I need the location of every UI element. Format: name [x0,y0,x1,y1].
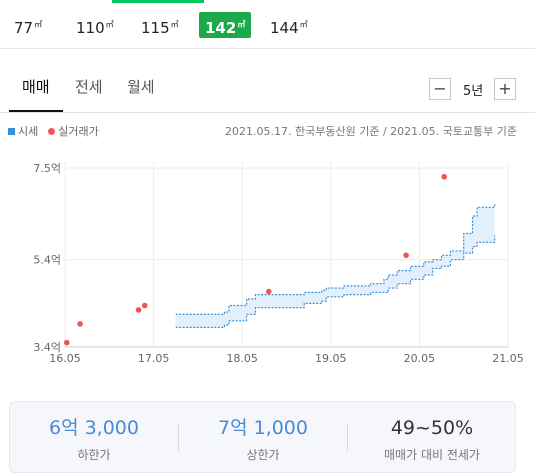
area-tab-label: 115 [141,19,170,37]
actual-deal-point [403,252,409,259]
market-price-legend-icon [8,128,15,135]
upper-price-label: 상한가 [246,448,280,462]
tab-sale[interactable]: 매매 [22,78,50,96]
jeonse-ratio-label: 매매가 대비 전세가 [384,448,480,462]
stat-divider [347,424,348,452]
jeonse-ratio-stat: 49~50% 매매가 대비 전세가 [348,416,516,463]
actual-deal-legend-icon [48,128,56,135]
x-tick-label: 16.05 [49,352,81,365]
area-tab-accent [112,0,204,3]
actual-deal-point [77,321,83,327]
market-price-lower-line [175,235,496,328]
area-tab-142[interactable]: 142㎡ [199,12,252,38]
actual-deal-points [63,173,448,346]
period-increase-button[interactable]: + [494,78,516,100]
legend-market-price: 시세 [18,125,39,138]
stat-divider [178,424,179,452]
area-tab-115[interactable]: 115㎡ [141,12,179,38]
market-price-upper-line [175,202,496,315]
price-summary-panel: 6억 3,000 하한가 7억 1,000 상한가 49~50% 매매가 대비 … [9,401,516,473]
chart-grid [64,162,509,348]
area-unit: ㎡ [299,20,308,29]
price-chart[interactable]: 16.05 17.05 18.05 19.05 20.05 21.05 3.4억 5.4억 7.… [0,150,535,375]
tab-divider [0,112,535,113]
actual-deal-point [141,302,148,309]
upper-price-value: 7억 1,000 [217,417,308,439]
market-price-band [175,202,496,328]
area-tab-144[interactable]: 144㎡ [270,12,308,38]
x-tick-label: 21.05 [492,352,524,365]
deal-tab-bar: 매매 전세 월세 [0,48,535,112]
y-tick-label: 7.5억 [33,162,61,175]
area-tab-77[interactable]: 77㎡ [14,12,42,38]
lower-price-label: 하한가 [77,448,111,462]
area-tab-110[interactable]: 110㎡ [76,12,114,38]
area-tab-label: 110 [76,19,105,37]
actual-deal-point [441,173,448,180]
area-unit: ㎡ [34,20,43,29]
period-label: 5년 [463,84,484,99]
area-unit: ㎡ [237,20,246,29]
lower-price-stat: 6억 3,000 하한가 [10,416,178,463]
legend-actual-deal: 실거래가 [58,125,99,138]
tab-monthly-rent[interactable]: 월세 [127,78,155,96]
upper-price-stat: 7억 1,000 상한가 [179,416,347,463]
actual-deal-point [63,339,70,346]
market-price-band-area [175,202,495,328]
lower-price-value: 6억 3,000 [48,417,139,439]
chart-axes: 16.05 17.05 18.05 19.05 20.05 21.05 3.4억 5.4억 7.… [33,162,523,365]
x-tick-label: 17.05 [138,352,170,365]
actual-deal-point [265,288,272,295]
jeonse-ratio-value: 49~50% [390,417,474,439]
y-tick-label: 3.4억 [33,341,61,354]
x-tick-label: 19.05 [315,352,347,365]
area-tab-label: 144 [270,19,299,37]
x-tick-label: 20.05 [404,352,436,365]
area-unit: ㎡ [105,20,114,29]
actual-deal-point [135,307,142,313]
area-tab-label: 142 [205,19,237,37]
active-tab-underline [9,110,63,112]
area-unit: ㎡ [170,20,179,29]
x-tick-label: 18.05 [226,352,258,365]
period-decrease-button[interactable]: − [429,78,451,100]
y-tick-label: 5.4억 [33,254,61,267]
chart-legend: 시세 실거래가 [8,124,99,140]
data-source-note: 2021.05.17. 한국부동산원 기준 / 2021.05. 국토교통부 기… [225,125,517,138]
tab-jeonse[interactable]: 전세 [75,78,103,96]
area-tab-label: 77 [14,19,34,37]
area-tab-bar: 77㎡ 110㎡ 115㎡ 142㎡ 144㎡ [0,0,535,49]
